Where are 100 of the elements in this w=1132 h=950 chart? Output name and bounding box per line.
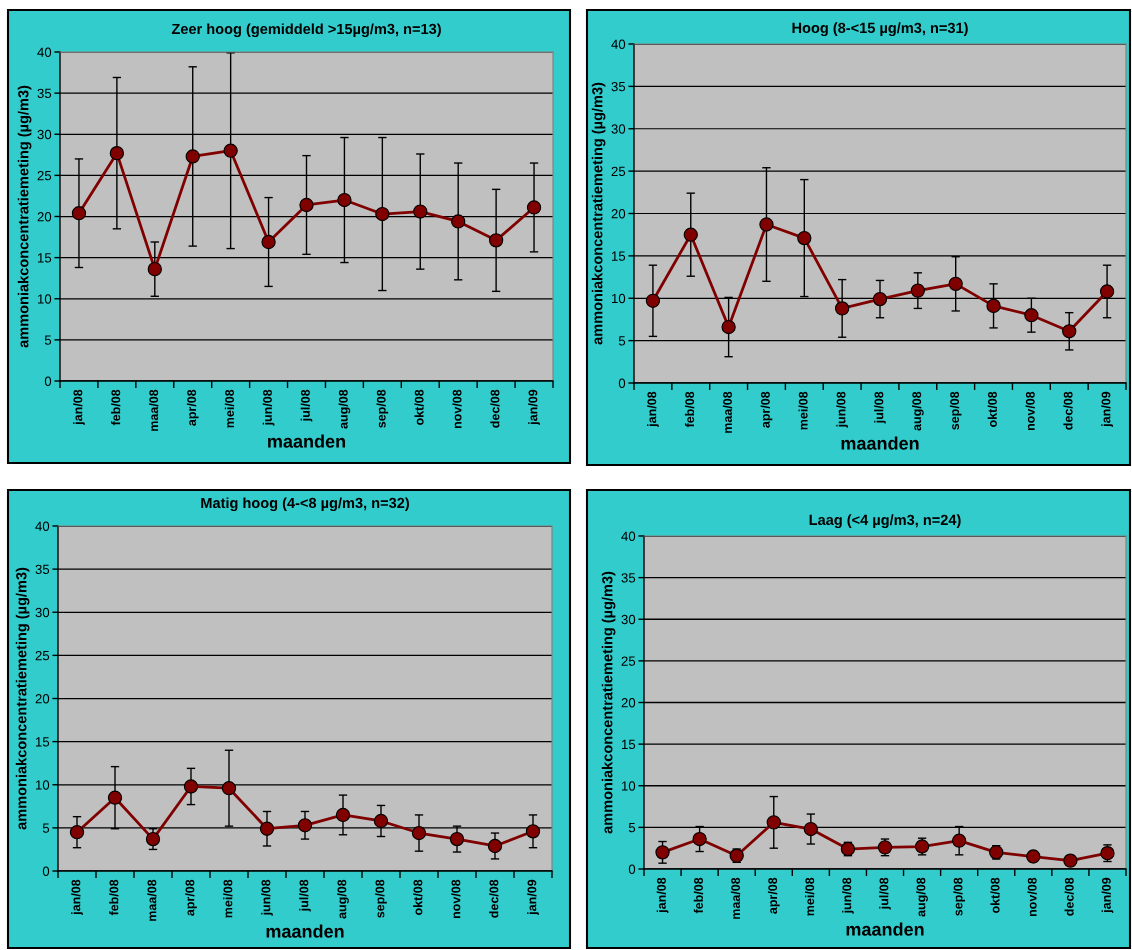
point	[185, 149, 200, 164]
y-tick-label: 0	[44, 376, 52, 386]
point	[1063, 853, 1078, 868]
y-tick-label: 35	[37, 88, 52, 99]
x-tick-label: okt/08	[987, 391, 998, 427]
y-tick-label: 40	[37, 47, 52, 57]
point	[411, 825, 427, 841]
y-tick-label: 20	[611, 209, 626, 219]
x-tick-label: apr/08	[186, 389, 199, 426]
point	[109, 146, 125, 161]
point	[797, 230, 812, 246]
y-tick-label: 25	[611, 166, 626, 177]
point	[259, 821, 275, 836]
point	[526, 200, 542, 215]
y-tick-label: 40	[35, 521, 50, 531]
x-tick-label: jun/08	[262, 389, 275, 426]
chart-title: Matig hoog (4-<8 µg/m3, n=32)	[201, 497, 409, 512]
point	[721, 319, 736, 335]
x-tick-label: jan/09	[1101, 391, 1113, 427]
point	[835, 301, 850, 316]
x-tick-label: apr/08	[185, 879, 197, 916]
y-tick-label: 10	[612, 293, 626, 304]
point	[952, 833, 967, 848]
point	[655, 845, 670, 860]
x-tick-label: feb/08	[111, 389, 121, 426]
point	[451, 214, 466, 229]
x-tick-label: dec/08	[490, 389, 500, 428]
point	[221, 781, 237, 796]
x-tick-label: mei/08	[224, 389, 235, 428]
y-tick-label: 5	[44, 335, 52, 345]
point	[299, 197, 314, 213]
x-tick-label: nov/08	[452, 389, 462, 429]
point	[375, 206, 390, 222]
x-tick-label: dec/08	[1063, 391, 1073, 430]
point	[487, 838, 503, 854]
y-tick-label: 5	[618, 336, 626, 346]
y-tick-label: 25	[37, 170, 52, 181]
y-tick-label: 30	[35, 607, 50, 618]
x-tick-label: aug/08	[337, 879, 349, 919]
x-axis-title: maanden	[268, 434, 346, 448]
chart-title: Hoog (8-<15 µg/m3, n=31)	[792, 22, 968, 36]
y-tick-label: 10	[36, 780, 50, 790]
x-tick-label: jun/08	[261, 879, 273, 916]
y-tick-label: 20	[35, 694, 50, 704]
point	[488, 233, 504, 248]
x-tick-label: nov/08	[1025, 391, 1035, 431]
y-tick-label: 0	[42, 866, 50, 876]
point	[183, 779, 199, 794]
x-axis-title: maanden	[266, 924, 344, 938]
y-tick-label: 15	[622, 739, 636, 750]
x-tick-label: jun/08	[836, 391, 848, 428]
point	[147, 261, 162, 277]
point	[261, 234, 276, 250]
x-tick-label: dec/08	[1064, 877, 1074, 916]
x-tick-label: jul/08	[879, 877, 891, 910]
y-tick-label: 30	[37, 129, 52, 140]
point	[223, 143, 238, 158]
x-tick-label: jan/08	[73, 389, 85, 425]
y-tick-label: 40	[611, 39, 626, 49]
x-tick-label: okt/08	[414, 389, 424, 425]
y-tick-label: 20	[37, 212, 52, 222]
point	[337, 192, 352, 208]
point	[69, 825, 85, 840]
point	[297, 818, 313, 833]
x-tick-label: apr/08	[760, 391, 773, 428]
y-tick-label: 15	[612, 251, 626, 261]
point	[449, 831, 465, 847]
x-tick-label: mei/08	[223, 879, 233, 918]
point	[525, 824, 541, 839]
x-tick-label: nov/08	[1027, 877, 1037, 917]
y-axis-title: ammoniakconcentratiemeting (µg/m3)	[591, 82, 606, 345]
point	[1024, 308, 1039, 323]
point	[766, 815, 781, 830]
x-tick-label: aug/08	[911, 391, 924, 431]
x-tick-label: maa/08	[148, 389, 159, 431]
x-tick-label: feb/08	[693, 877, 704, 914]
y-axis-title: ammoniakconcentratiemeting (µg/m3)	[17, 85, 32, 348]
point	[759, 217, 774, 232]
x-tick-label: mei/08	[798, 391, 808, 430]
y-tick-label: 10	[38, 294, 52, 304]
x-tick-label: jan/09	[1101, 877, 1114, 913]
x-tick-label: jan/08	[71, 879, 83, 915]
x-tick-label: okt/08	[413, 879, 423, 915]
point	[683, 227, 698, 242]
point	[948, 276, 963, 291]
y-tick-label: 20	[621, 698, 636, 708]
x-axis-title: maanden	[846, 922, 924, 936]
x-tick-label: maa/08	[730, 877, 741, 919]
point	[145, 831, 161, 847]
x-tick-label: mei/08	[805, 877, 815, 916]
point	[803, 821, 818, 837]
point	[1099, 284, 1115, 299]
y-tick-label: 5	[42, 823, 50, 833]
x-tick-label: jan/09	[527, 879, 539, 915]
x-tick-label: aug/08	[916, 877, 928, 917]
x-tick-label: maa/08	[722, 391, 733, 433]
y-tick-label: 0	[618, 378, 626, 388]
point	[373, 813, 389, 829]
chart-title: Laag (<4 µg/m3, n=24)	[809, 514, 961, 528]
point	[335, 807, 351, 823]
